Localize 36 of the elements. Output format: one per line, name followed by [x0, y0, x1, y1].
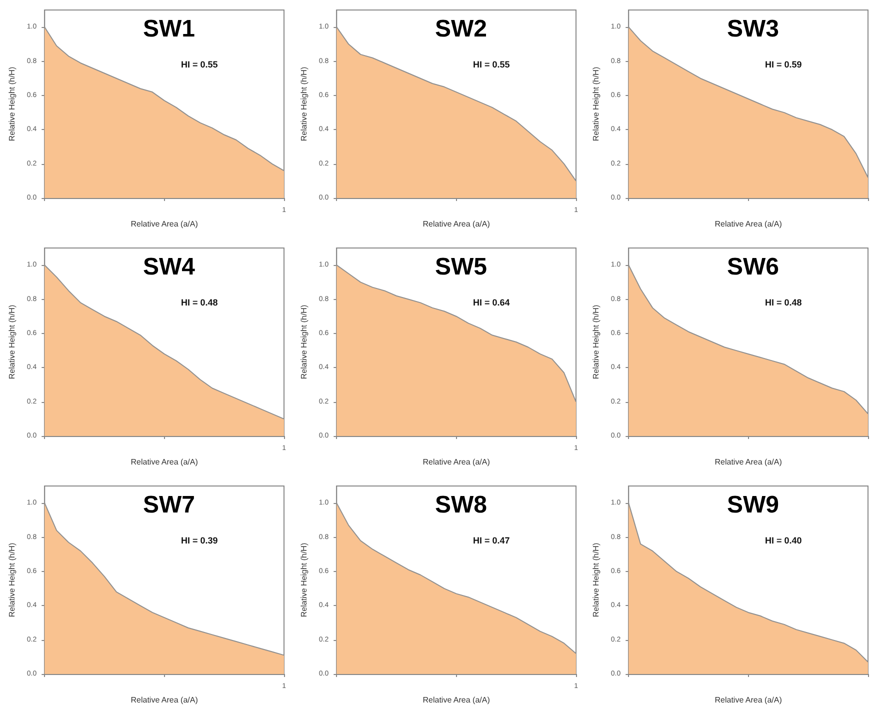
y-axis-title: Relative Height (h/H) [8, 66, 16, 142]
annotation: HI = 0.59 [765, 60, 802, 70]
chart-title: SW1 [142, 16, 196, 42]
chart-title: SW6 [726, 254, 780, 280]
annotation: HI = 0.55 [473, 60, 510, 70]
chart-title: SW5 [434, 254, 488, 280]
chart-title: SW2 [434, 16, 488, 42]
annotation: HI = 0.64 [473, 298, 510, 308]
y-axis-title: Relative Height (h/H) [300, 304, 308, 380]
chart-title: SW3 [726, 16, 780, 42]
annotation: HI = 0.39 [181, 536, 218, 546]
y-axis-title: Relative Height (h/H) [300, 542, 308, 618]
chart-title: SW4 [142, 254, 196, 280]
annotation: HI = 0.55 [181, 60, 218, 70]
y-axis-title: Relative Height (h/H) [8, 304, 16, 380]
x-axis-title: Relative Area (a/A) [714, 696, 782, 704]
annotation: HI = 0.47 [473, 536, 510, 546]
x-axis-title: Relative Area (a/A) [422, 220, 490, 228]
y-axis-title: Relative Height (h/H) [592, 66, 600, 142]
chart-title: SW8 [434, 492, 488, 518]
x-axis-title: Relative Area (a/A) [714, 220, 782, 228]
y-axis-title: Relative Height (h/H) [592, 542, 600, 618]
annotation: HI = 0.48 [765, 298, 802, 308]
x-axis-title: Relative Area (a/A) [130, 696, 198, 704]
y-axis-title: Relative Height (h/H) [8, 542, 16, 618]
x-axis-title: Relative Area (a/A) [714, 458, 782, 466]
x-axis-title: Relative Area (a/A) [422, 696, 490, 704]
chart-title: SW7 [142, 492, 196, 518]
x-axis-title: Relative Area (a/A) [130, 220, 198, 228]
annotation: HI = 0.40 [765, 536, 802, 546]
y-axis-title: Relative Height (h/H) [592, 304, 600, 380]
chart-title: SW9 [726, 492, 780, 518]
annotation: HI = 0.48 [181, 298, 218, 308]
x-axis-title: Relative Area (a/A) [130, 458, 198, 466]
y-axis-title: Relative Height (h/H) [300, 66, 308, 142]
x-axis-title: Relative Area (a/A) [422, 458, 490, 466]
